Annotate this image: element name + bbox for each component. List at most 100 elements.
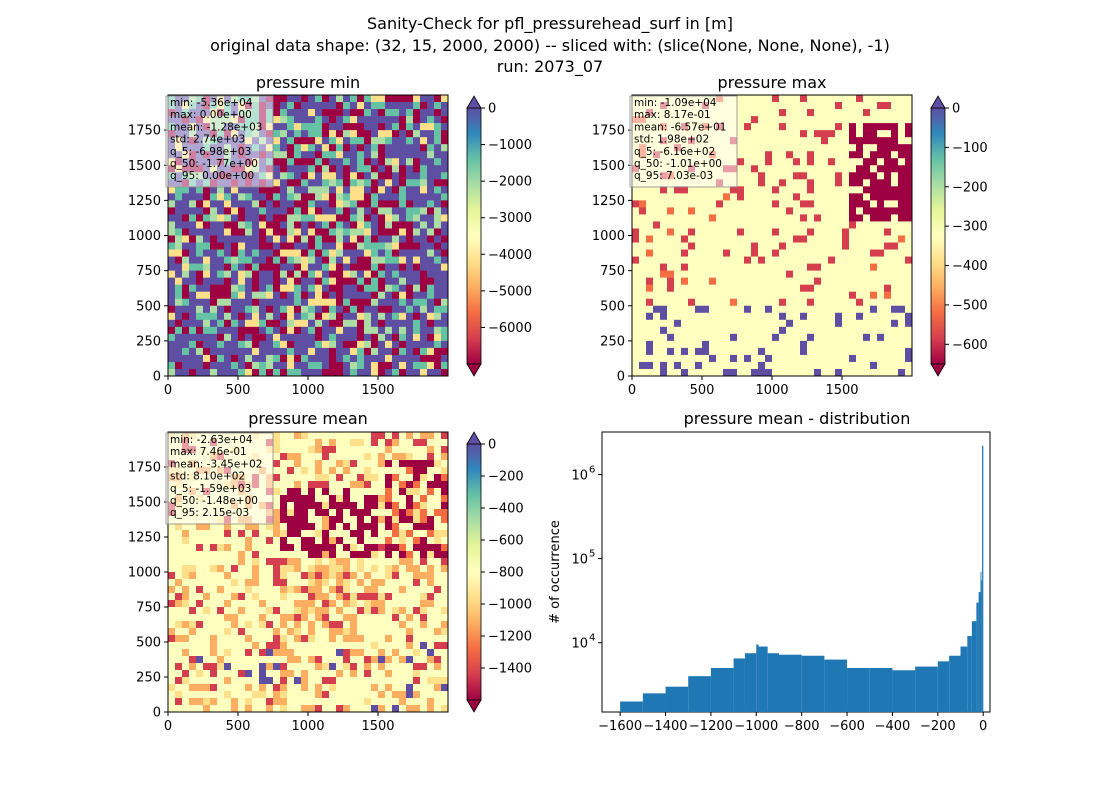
heatmap-cell	[238, 242, 246, 250]
heatmap-cell	[280, 291, 288, 300]
heatmap-cell	[399, 95, 407, 103]
heatmap-cell	[674, 291, 682, 300]
heatmap-cell	[287, 186, 295, 194]
heatmap-cell	[723, 361, 731, 370]
y-tick-label: 500	[600, 299, 625, 314]
heatmap-cell	[322, 270, 330, 278]
heatmap-cell	[336, 242, 344, 250]
heatmap-cell	[716, 361, 724, 370]
heatmap-cell	[786, 291, 794, 300]
heatmap-cell	[287, 684, 295, 692]
heatmap-cell	[385, 635, 393, 643]
heatmap-cell	[392, 305, 400, 314]
heatmap-cell	[329, 607, 337, 615]
heatmap-cell	[315, 249, 323, 257]
heatmap-cell	[343, 600, 351, 608]
heatmap-cell	[399, 207, 407, 215]
heatmap-cell	[653, 333, 661, 342]
heatmap-cell	[835, 137, 843, 145]
heatmap-cell	[336, 572, 344, 580]
heatmap-cell	[413, 558, 421, 566]
heatmap-cell	[884, 179, 892, 187]
heatmap-cell	[807, 354, 815, 363]
heatmap-cell	[245, 312, 253, 321]
heatmap-cell	[751, 340, 759, 349]
heatmap-cell	[695, 228, 703, 236]
heatmap-cell	[238, 354, 246, 363]
heatmap-cell	[343, 326, 351, 335]
heatmap-cell	[371, 621, 379, 629]
heatmap-cell	[420, 326, 428, 335]
heatmap-cell	[266, 333, 274, 342]
heatmap-cell	[744, 277, 752, 285]
heatmap-cell	[357, 488, 365, 496]
heatmap-cell	[737, 354, 745, 363]
heatmap-cell	[294, 228, 302, 236]
heatmap-cell	[245, 670, 253, 678]
heatmap-cell	[182, 263, 190, 271]
heatmap-cell	[301, 446, 309, 454]
heatmap-cell	[786, 102, 794, 110]
heatmap-cell	[800, 319, 808, 328]
heatmap-cell	[301, 586, 309, 594]
heatmap-cell	[639, 305, 647, 314]
heatmap-cell	[329, 116, 337, 124]
heatmap-cell	[870, 179, 878, 187]
heatmap-cell	[343, 649, 351, 657]
heatmap-cell	[385, 523, 393, 531]
heatmap-cell	[182, 270, 190, 278]
heatmap-cell	[406, 621, 414, 629]
heatmap-cell	[371, 277, 379, 285]
heatmap-cell	[406, 516, 414, 524]
heatmap-cell	[737, 270, 745, 278]
heatmap-cell	[702, 298, 710, 307]
x-tick-label: 1500	[361, 383, 394, 398]
heatmap-cell	[779, 172, 787, 180]
heatmap-cell	[287, 165, 295, 173]
heatmap-cell	[252, 228, 260, 236]
heatmap-cell	[336, 263, 344, 271]
heatmap-cell	[189, 298, 197, 307]
heatmap-cell	[898, 361, 906, 370]
heatmap-cell	[821, 207, 829, 215]
heatmap-cell	[175, 523, 183, 531]
heatmap-cell	[905, 256, 913, 264]
heatmap-cell	[175, 319, 183, 328]
heatmap-cell	[681, 235, 689, 243]
heatmap-cell	[364, 200, 372, 208]
heatmap-cell	[385, 488, 393, 496]
heatmap-cell	[350, 158, 358, 166]
heatmap-cell	[392, 432, 400, 440]
heatmap-cell	[329, 649, 337, 657]
heatmap-cell	[751, 312, 759, 321]
heatmap-cell	[168, 319, 176, 328]
heatmap-cell	[357, 684, 365, 692]
heatmap-cell	[336, 319, 344, 328]
heatmap-cell	[441, 593, 449, 601]
heatmap-cell	[245, 291, 253, 300]
heatmap-cell	[259, 586, 267, 594]
heatmap-cell	[434, 621, 442, 629]
heatmap-cell	[259, 200, 267, 208]
heatmap-cell	[849, 298, 857, 307]
heatmap-cell	[856, 144, 864, 152]
heatmap-cell	[842, 263, 850, 271]
heatmap-cell	[842, 158, 850, 166]
heatmap-cell	[870, 305, 878, 314]
heatmap-cell	[751, 102, 759, 110]
heatmap-cell	[203, 305, 211, 314]
heatmap-cell	[371, 354, 379, 363]
heatmap-cell	[681, 214, 689, 222]
heatmap-cell	[231, 663, 239, 671]
heatmap-cell	[434, 144, 442, 152]
heatmap-cell	[413, 551, 421, 559]
heatmap-cell	[681, 256, 689, 264]
heatmap-cell	[329, 698, 337, 706]
heatmap-cell	[217, 614, 225, 622]
heatmap-cell	[399, 172, 407, 180]
heatmap-cell	[905, 235, 913, 243]
heatmap-cell	[434, 109, 442, 117]
heatmap-cell	[273, 488, 281, 496]
heatmap-cell	[646, 235, 654, 243]
heatmap-cell	[203, 256, 211, 264]
